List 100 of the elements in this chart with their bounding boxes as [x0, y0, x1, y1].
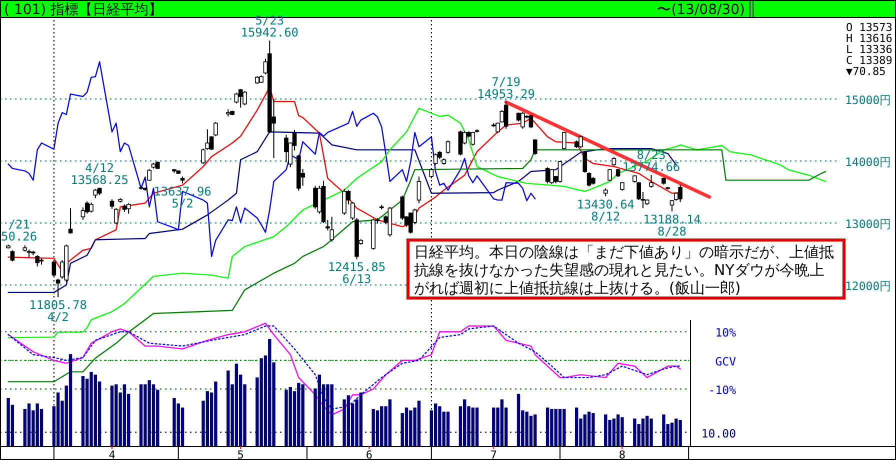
bar: [587, 412, 591, 446]
candlestick: [558, 160, 562, 184]
bar: [670, 422, 674, 446]
bar: [172, 398, 176, 446]
annotation: L 13336: [846, 43, 892, 56]
bar: [180, 408, 184, 446]
y-tick-label: 10.00: [701, 426, 736, 440]
bar: [612, 418, 616, 446]
bar: [546, 408, 550, 446]
candlestick: [416, 176, 422, 204]
y-tick-label: 10%: [715, 326, 736, 340]
bar: [438, 406, 442, 446]
bar: [388, 399, 392, 446]
candlestick: [93, 188, 98, 199]
candlestick: [147, 168, 152, 182]
x-tick-label: 6: [366, 448, 372, 460]
bar: [139, 384, 143, 446]
bar: [330, 384, 334, 446]
bar: [326, 384, 330, 446]
candlestick: [578, 135, 583, 148]
bar: [633, 418, 636, 446]
candlestick: [342, 188, 346, 216]
bar: [234, 364, 238, 446]
annotation: /21 50.26: [1, 218, 38, 244]
bar: [554, 408, 558, 446]
candlestick: [284, 134, 288, 163]
candlestick: [582, 150, 588, 174]
candlestick: [89, 202, 94, 213]
candlestick: [550, 168, 554, 184]
annotation: 日経平均。本日の陰線は「まだ下値あり」の暗示だが、上値抵抗線を抜けなかった失望感の現れと見たい。NYダウが今晩上がれば週初に上値抵抗線は上抜ける。(飯山一郎): [414, 243, 834, 297]
candlestick: [649, 174, 654, 188]
candlestick: [608, 168, 612, 182]
bar: [94, 374, 98, 446]
bar: [268, 339, 272, 446]
candlestick: [528, 114, 534, 129]
candlestick: [678, 184, 682, 203]
annotation: O 13573: [846, 21, 892, 34]
bar: [346, 395, 350, 446]
bar: [56, 392, 60, 446]
annotation: 4/12 13568.25: [70, 160, 128, 187]
y-tick-label: GCV: [715, 354, 736, 368]
bar: [604, 414, 608, 446]
bar: [446, 412, 450, 446]
annotation: 7/19 14953.29: [477, 74, 535, 101]
annotation: 5/23 15942.60: [240, 14, 299, 40]
y-tick-label: -10%: [708, 383, 736, 398]
annotation: H 13616: [846, 32, 892, 45]
bar: [404, 408, 408, 446]
bar: [525, 412, 528, 446]
bar: [81, 376, 85, 446]
bar: [574, 408, 578, 446]
y-tick-label: 14000円: [845, 154, 892, 169]
bar: [534, 414, 537, 446]
bar: [27, 403, 31, 446]
candlestick: [532, 138, 538, 156]
bar: [409, 410, 412, 446]
bar: [550, 408, 554, 446]
bar: [114, 384, 118, 446]
bar: [529, 416, 533, 446]
y-tick-label: 12000円: [845, 278, 892, 293]
bar: [471, 408, 474, 446]
bar: [36, 403, 39, 446]
bar: [110, 386, 114, 446]
bar: [500, 399, 504, 446]
bar: [68, 354, 72, 446]
candlestick: [68, 208, 73, 234]
bar: [646, 416, 649, 446]
bar: [583, 414, 586, 446]
candlestick: [10, 250, 15, 262]
annotation: 12415.85 6/13: [328, 260, 386, 286]
annotation: 13430.64 8/12: [576, 197, 635, 224]
bar: [641, 418, 645, 446]
bar: [475, 408, 479, 446]
bar: [144, 384, 147, 446]
bar: [558, 408, 562, 446]
annotation: 11805.78 4/2: [29, 298, 87, 324]
bar: [674, 418, 678, 446]
x-tick-label: 5: [237, 448, 244, 460]
x-tick-label: 7: [490, 448, 497, 460]
candlestick: [114, 208, 118, 225]
candlestick: [242, 90, 247, 106]
candlestick: [110, 198, 114, 210]
candlestick: [238, 88, 243, 108]
candlestick: [496, 122, 500, 134]
candlestick: [520, 112, 525, 130]
candlestick: [504, 101, 508, 130]
chart-title: ( 101) 指標【日経平均】: [4, 2, 163, 18]
candlestick: [214, 121, 218, 137]
bar: [372, 408, 375, 446]
bar: [226, 370, 230, 446]
bar: [122, 384, 126, 446]
bar: [318, 374, 322, 446]
bar: [616, 414, 620, 446]
chart-subtitle: 〜(13/08/30): [657, 2, 745, 18]
bar: [152, 384, 156, 446]
bar: [620, 417, 624, 446]
bar: [562, 408, 566, 446]
annotation: ▼70.85: [846, 65, 886, 78]
bar: [90, 372, 93, 446]
candlestick: [458, 130, 463, 156]
